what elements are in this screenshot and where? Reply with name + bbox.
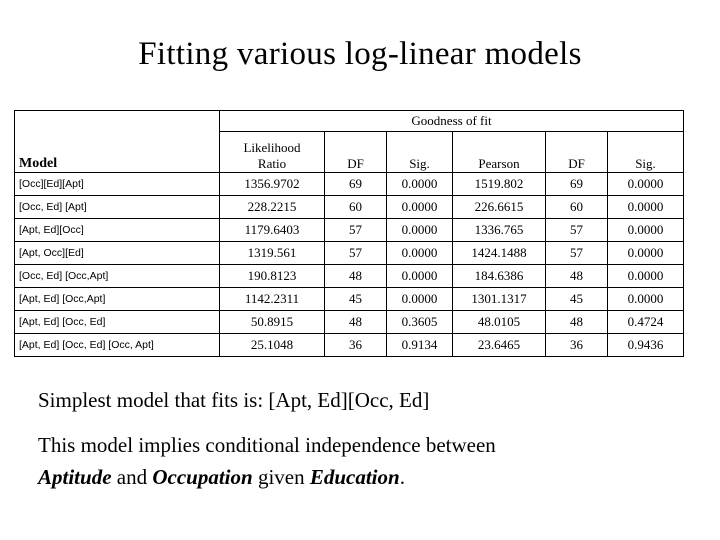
value-cell: 0.4724 [606, 310, 685, 334]
results-table-container: Model Goodness of fit Likelihood Ratio DF… [14, 110, 685, 357]
value-cell: 190.8123 [219, 264, 325, 288]
value-cell: 0.0000 [606, 287, 685, 311]
term-occupation: Occupation [152, 464, 253, 489]
value-cell: 1356.9702 [219, 172, 325, 196]
column-header-model: Model [14, 110, 220, 173]
value-cell: 184.6386 [452, 264, 546, 288]
value-cell: 0.0000 [606, 195, 685, 219]
value-cell: 69 [545, 172, 608, 196]
model-cell: [Occ][Ed][Apt] [14, 172, 220, 196]
table-row: [Apt, Ed][Occ] 1179.6403 57 0.0000 1336.765 5… [14, 218, 685, 242]
conclusion-period: . [399, 464, 405, 489]
goodness-of-fit-table: Model Goodness of fit Likelihood Ratio DF… [14, 110, 685, 357]
value-cell: 36 [545, 333, 608, 357]
value-cell: 0.0000 [386, 241, 453, 265]
value-cell: 25.1048 [219, 333, 325, 357]
value-cell: 1319.561 [219, 241, 325, 265]
conclusion-mid1: and [111, 464, 153, 489]
model-cell: [Occ, Ed] [Occ,Apt] [14, 264, 220, 288]
model-cell: [Occ, Ed] [Apt] [14, 195, 220, 219]
model-cell: [Apt, Ed] [Occ, Ed] [14, 310, 220, 334]
value-cell: 1424.1488 [452, 241, 546, 265]
value-cell: 0.0000 [386, 287, 453, 311]
spanning-header-goodness-of-fit: Goodness of fit [218, 110, 685, 132]
value-cell: 0.0000 [386, 218, 453, 242]
value-cell: 0.9134 [386, 333, 453, 357]
value-cell: 57 [324, 218, 387, 242]
slide-title: Fitting various log-linear models [138, 36, 582, 72]
table-row: [Apt, Ed] [Occ, Ed] [Occ, Apt] 25.1048 36 0… [14, 333, 685, 357]
model-cell: [Apt, Ed][Occ] [14, 218, 220, 242]
value-cell: 1179.6403 [219, 218, 325, 242]
value-cell: 1142.2311 [219, 287, 325, 311]
model-cell: [Apt, Ed] [Occ,Apt] [14, 287, 220, 311]
table-body: [Occ][Ed][Apt] 1356.9702 69 0.0000 1519.802 6… [14, 172, 685, 357]
table-row: [Occ][Ed][Apt] 1356.9702 69 0.0000 1519.802 6… [14, 172, 685, 196]
table-row: [Apt, Occ][Ed] 1319.561 57 0.0000 1424.1488 5… [14, 241, 685, 265]
value-cell: 1519.802 [452, 172, 546, 196]
value-cell: 228.2215 [219, 195, 325, 219]
conclusion-mid2: given [252, 464, 310, 489]
value-cell: 0.0000 [606, 218, 685, 242]
column-header-sig: Sig. [386, 131, 453, 173]
simplest-model-text: Simplest model that fits is: [Apt, Ed][O… [38, 388, 430, 412]
value-cell: 57 [545, 218, 608, 242]
value-cell: 226.6615 [452, 195, 546, 219]
column-header-df: DF [324, 131, 387, 173]
table-row: [Occ, Ed] [Apt] 228.2215 60 0.0000 226.6615 6… [14, 195, 685, 219]
value-cell: 45 [545, 287, 608, 311]
value-cell: 0.0000 [386, 172, 453, 196]
value-cell: 45 [324, 287, 387, 311]
column-header-sig: Sig. [606, 131, 685, 173]
model-cell: [Apt, Ed] [Occ, Ed] [Occ, Apt] [14, 333, 220, 357]
value-cell: 0.3605 [386, 310, 453, 334]
value-cell: 0.0000 [606, 172, 685, 196]
column-header-likelihood-ratio: Likelihood Ratio [219, 131, 325, 173]
term-aptitude: Aptitude [38, 464, 112, 489]
conclusion-text: This model implies conditional independe… [38, 430, 698, 493]
sub-header-row: Likelihood Ratio DF Sig. Pearson DF Sig. [15, 131, 685, 173]
value-cell: 0.9436 [606, 333, 685, 357]
table-row: [Apt, Ed] [Occ, Ed] 50.8915 48 0.3605 48.010… [14, 310, 685, 334]
value-cell: 0.0000 [606, 264, 685, 288]
value-cell: 1301.1317 [452, 287, 546, 311]
value-cell: 0.0000 [386, 195, 453, 219]
spanner-row: Model Goodness of fit [14, 110, 685, 173]
value-cell: 60 [324, 195, 387, 219]
value-cell: 1336.765 [452, 218, 546, 242]
value-cell: 36 [324, 333, 387, 357]
value-cell: 0.0000 [386, 264, 453, 288]
value-cell: 23.6465 [452, 333, 546, 357]
column-header-df: DF [545, 131, 608, 173]
column-header-pearson: Pearson [452, 131, 546, 173]
table-row: [Occ, Ed] [Occ,Apt] 190.8123 48 0.0000 184.6… [14, 264, 685, 288]
value-cell: 57 [324, 241, 387, 265]
model-cell: [Apt, Occ][Ed] [14, 241, 220, 265]
value-cell: 60 [545, 195, 608, 219]
value-cell: 57 [545, 241, 608, 265]
value-cell: 48 [545, 310, 608, 334]
table-row: [Apt, Ed] [Occ,Apt] 1142.2311 45 0.0000 1301… [14, 287, 685, 311]
value-cell: 48 [324, 310, 387, 334]
value-cell: 48.0105 [452, 310, 546, 334]
value-cell: 48 [324, 264, 387, 288]
value-cell: 69 [324, 172, 387, 196]
conclusion-line1: This model implies conditional independe… [38, 433, 496, 457]
value-cell: 0.0000 [606, 241, 685, 265]
value-cell: 48 [545, 264, 608, 288]
value-cell: 50.8915 [219, 310, 325, 334]
term-education: Education [309, 464, 400, 489]
